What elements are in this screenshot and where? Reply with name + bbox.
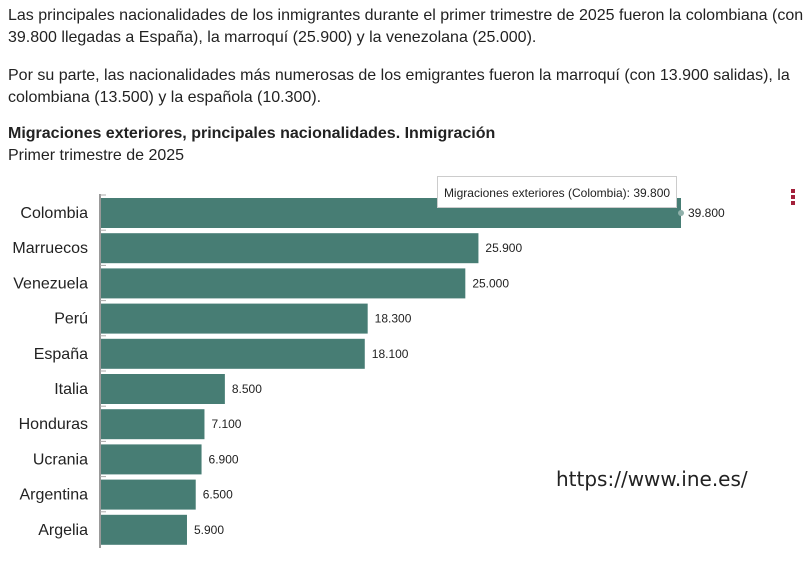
category-label: España: [34, 346, 88, 363]
more-options-icon[interactable]: [791, 189, 796, 207]
data-label: 6.900: [209, 452, 239, 466]
bar[interactable]: [101, 479, 196, 510]
data-label: 7.100: [211, 417, 241, 431]
bar[interactable]: [101, 268, 466, 299]
bar[interactable]: [101, 338, 365, 369]
category-label: Ucrania: [33, 451, 88, 468]
data-label: 25.900: [485, 241, 522, 255]
category-label: Perú: [54, 311, 88, 328]
category-label: Argentina: [20, 487, 89, 504]
category-label: Marruecos: [12, 240, 88, 257]
hover-marker: [678, 210, 684, 216]
category-label: Colombia: [20, 205, 88, 222]
bar[interactable]: [101, 409, 205, 440]
category-label: Venezuela: [13, 275, 88, 292]
source-url: https://www.ine.es/: [556, 467, 748, 491]
data-label: 18.300: [375, 312, 412, 326]
data-label: 6.500: [203, 488, 233, 502]
category-label: Honduras: [19, 416, 88, 433]
chart-title: Migraciones exteriores, principales naci…: [8, 125, 496, 142]
bar[interactable]: [101, 514, 187, 545]
bar[interactable]: [101, 374, 225, 404]
bar[interactable]: [101, 303, 368, 334]
chart-tooltip: Migraciones exteriores (Colombia): 39.80…: [437, 176, 677, 208]
intro-paragraph-1: Las principales nacionalidades de los in…: [8, 7, 804, 46]
data-label: 39.800: [688, 206, 725, 220]
bar[interactable]: [101, 233, 479, 264]
chart-subtitle: Primer trimestre de 2025: [8, 147, 185, 164]
category-label: Argelia: [38, 522, 88, 539]
data-label: 5.900: [194, 523, 224, 537]
data-label: 8.500: [232, 382, 262, 396]
intro-paragraph-2: Por su parte, las nacionalidades más num…: [8, 67, 790, 106]
bar[interactable]: [101, 444, 202, 475]
data-label: 18.100: [372, 347, 409, 361]
data-label: 25.000: [472, 276, 509, 290]
category-label: Italia: [54, 381, 88, 398]
